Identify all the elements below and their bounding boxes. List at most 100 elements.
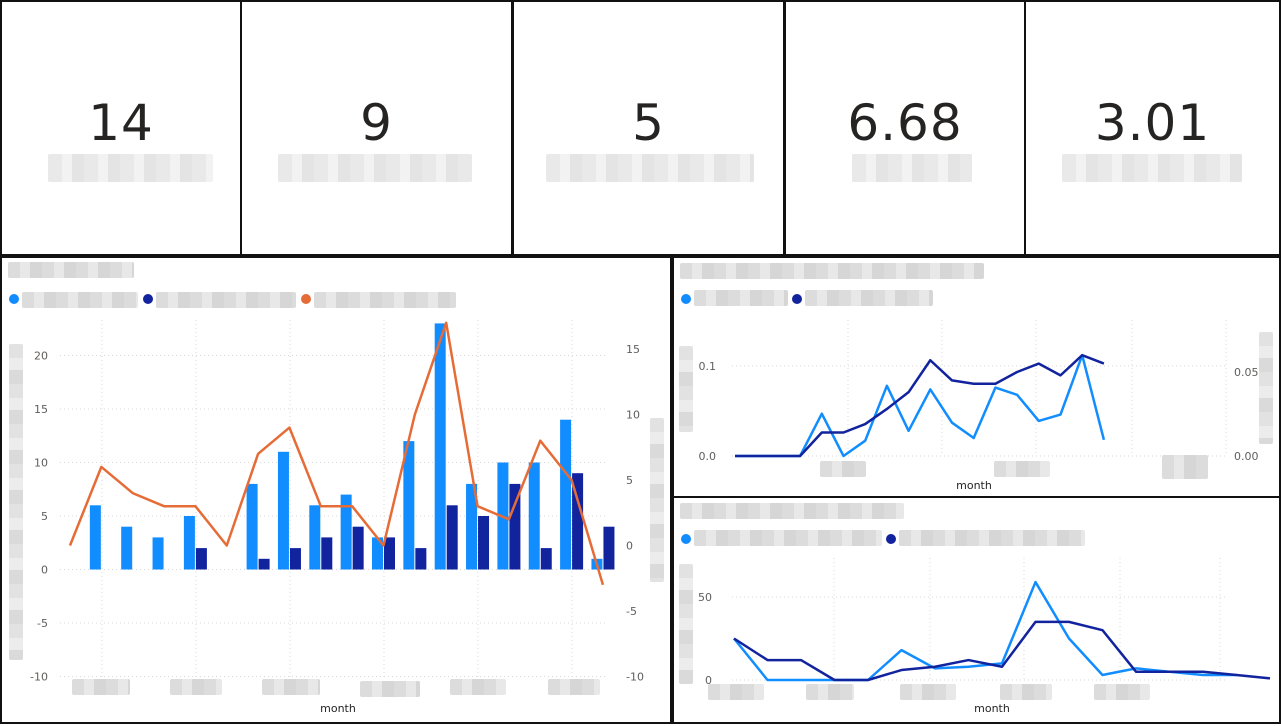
y-axis-tick-label: 0.0 (699, 450, 717, 463)
line-chart-panel-top: 0.1 0.0 0.05 0.00 month (672, 256, 1281, 498)
y-axis-tick-label: 20 (34, 350, 48, 363)
secondary-y-axis-tick-label: 0.00 (1234, 450, 1259, 463)
line-chart-panel-bottom: 50 0 month (672, 496, 1281, 724)
kpi-label-redacted (852, 154, 972, 182)
kpi-label-redacted (1062, 154, 1242, 182)
kpi-value: 6.68 (847, 94, 963, 152)
bar-series2 (478, 516, 490, 570)
bar-series1 (528, 462, 540, 570)
bar-series1 (403, 441, 415, 570)
bar-series1 (309, 505, 321, 570)
y-axis-title-redacted (679, 346, 693, 432)
bar-series1 (434, 323, 446, 570)
chart-title-redacted (8, 262, 134, 278)
x-axis-title: month (320, 702, 356, 715)
secondary-y-axis-title-redacted (650, 418, 664, 582)
x-tick-redacted (360, 681, 420, 697)
bar-series1 (466, 483, 478, 570)
x-tick-redacted (994, 461, 1050, 477)
x-tick-redacted (262, 679, 320, 695)
y-axis-tick-label: -10 (30, 671, 48, 684)
x-tick-redacted (548, 679, 600, 695)
legend-label-redacted (694, 530, 882, 546)
x-tick-redacted (1162, 455, 1208, 479)
kpi-card-3: 5 (512, 0, 785, 256)
bar-series1 (340, 494, 352, 570)
bar-series2 (509, 483, 521, 570)
x-axis-title: month (956, 479, 992, 492)
bar-series1 (121, 526, 133, 570)
bar-series2 (384, 537, 395, 570)
combo-chart-panel: 20 15 10 5 0 -5 -10 15 10 5 0 -5 -10 month (0, 256, 672, 724)
secondary-y-axis-tick-label: -5 (626, 605, 637, 618)
kpi-card-4: 6.68 (784, 0, 1026, 256)
legend-marker-series2 (143, 294, 153, 304)
combo-chart-plot: 20 15 10 5 0 -5 -10 15 10 5 0 -5 -10 month (30, 320, 644, 715)
legend-label-redacted (314, 292, 456, 308)
bar-series2 (289, 548, 301, 570)
y-axis-tick-label: 5 (41, 510, 48, 523)
line-series1 (733, 580, 1237, 682)
secondary-y-axis-tick-label: 5 (626, 474, 633, 487)
bar-series2 (540, 548, 552, 570)
line-series2 (735, 353, 1105, 458)
legend-marker-series3 (301, 294, 311, 304)
kpi-value: 5 (632, 94, 665, 152)
kpi-card-5: 3.01 (1024, 0, 1281, 256)
bar-series1 (277, 451, 289, 570)
bar-series2 (446, 505, 458, 570)
kpi-value: 9 (360, 94, 393, 152)
line-series3 (68, 321, 605, 586)
kpi-value: 14 (88, 94, 154, 152)
kpi-value: 3.01 (1094, 94, 1211, 152)
secondary-y-axis-title-redacted (1259, 332, 1273, 444)
secondary-y-axis-tick-label: -10 (626, 671, 644, 684)
x-tick-redacted (1094, 684, 1150, 700)
x-tick-redacted (820, 461, 866, 477)
kpi-card-2: 9 (240, 0, 513, 256)
legend-label-redacted (899, 530, 1085, 546)
kpi-label-redacted (48, 154, 213, 182)
secondary-y-axis-tick-label: 10 (626, 409, 640, 422)
bar-series1 (183, 516, 195, 570)
secondary-y-axis-tick-label: 0.05 (1234, 366, 1259, 379)
bar-series2 (572, 473, 584, 570)
line-series2 (733, 620, 1271, 682)
bar-series2 (195, 548, 207, 570)
y-axis-title-redacted (679, 564, 693, 684)
legend-label-redacted (805, 290, 933, 306)
legend-marker-series2 (886, 534, 896, 544)
secondary-y-axis-tick-label: 0 (626, 540, 633, 553)
x-tick-redacted (72, 679, 130, 695)
bar-series1 (560, 419, 572, 570)
legend-label-redacted (22, 292, 138, 308)
secondary-y-axis-tick-label: 15 (626, 343, 640, 356)
bar-series1 (246, 483, 258, 570)
x-axis-title: month (974, 702, 1010, 715)
x-tick-redacted (806, 684, 854, 700)
kpi-label-redacted (546, 154, 754, 182)
legend-label-redacted (694, 290, 788, 306)
x-tick-redacted (708, 684, 764, 700)
line-chart-plot: 0.1 0.0 0.05 0.00 month (699, 320, 1259, 492)
bar-series1 (372, 537, 383, 570)
bar-series2 (352, 526, 364, 570)
legend-marker-series1 (681, 534, 691, 544)
legend-marker-series2 (792, 294, 802, 304)
y-axis-tick-label: 50 (698, 591, 712, 604)
bar-series1 (89, 505, 101, 570)
x-tick-redacted (170, 679, 222, 695)
y-axis-tick-label: 10 (34, 457, 48, 470)
y-axis-tick-label: 0.1 (699, 360, 717, 373)
bar-series1 (152, 537, 164, 570)
bar-series2 (603, 526, 615, 570)
x-tick-redacted (450, 679, 506, 695)
x-tick-redacted (1000, 684, 1052, 700)
line-series1 (735, 353, 1106, 458)
bar-series2 (258, 558, 270, 570)
legend-marker-series1 (9, 294, 19, 304)
x-tick-redacted (900, 684, 956, 700)
bar-series2 (321, 537, 333, 570)
y-axis-tick-label: 0 (705, 674, 712, 687)
bar-series2 (415, 548, 427, 570)
